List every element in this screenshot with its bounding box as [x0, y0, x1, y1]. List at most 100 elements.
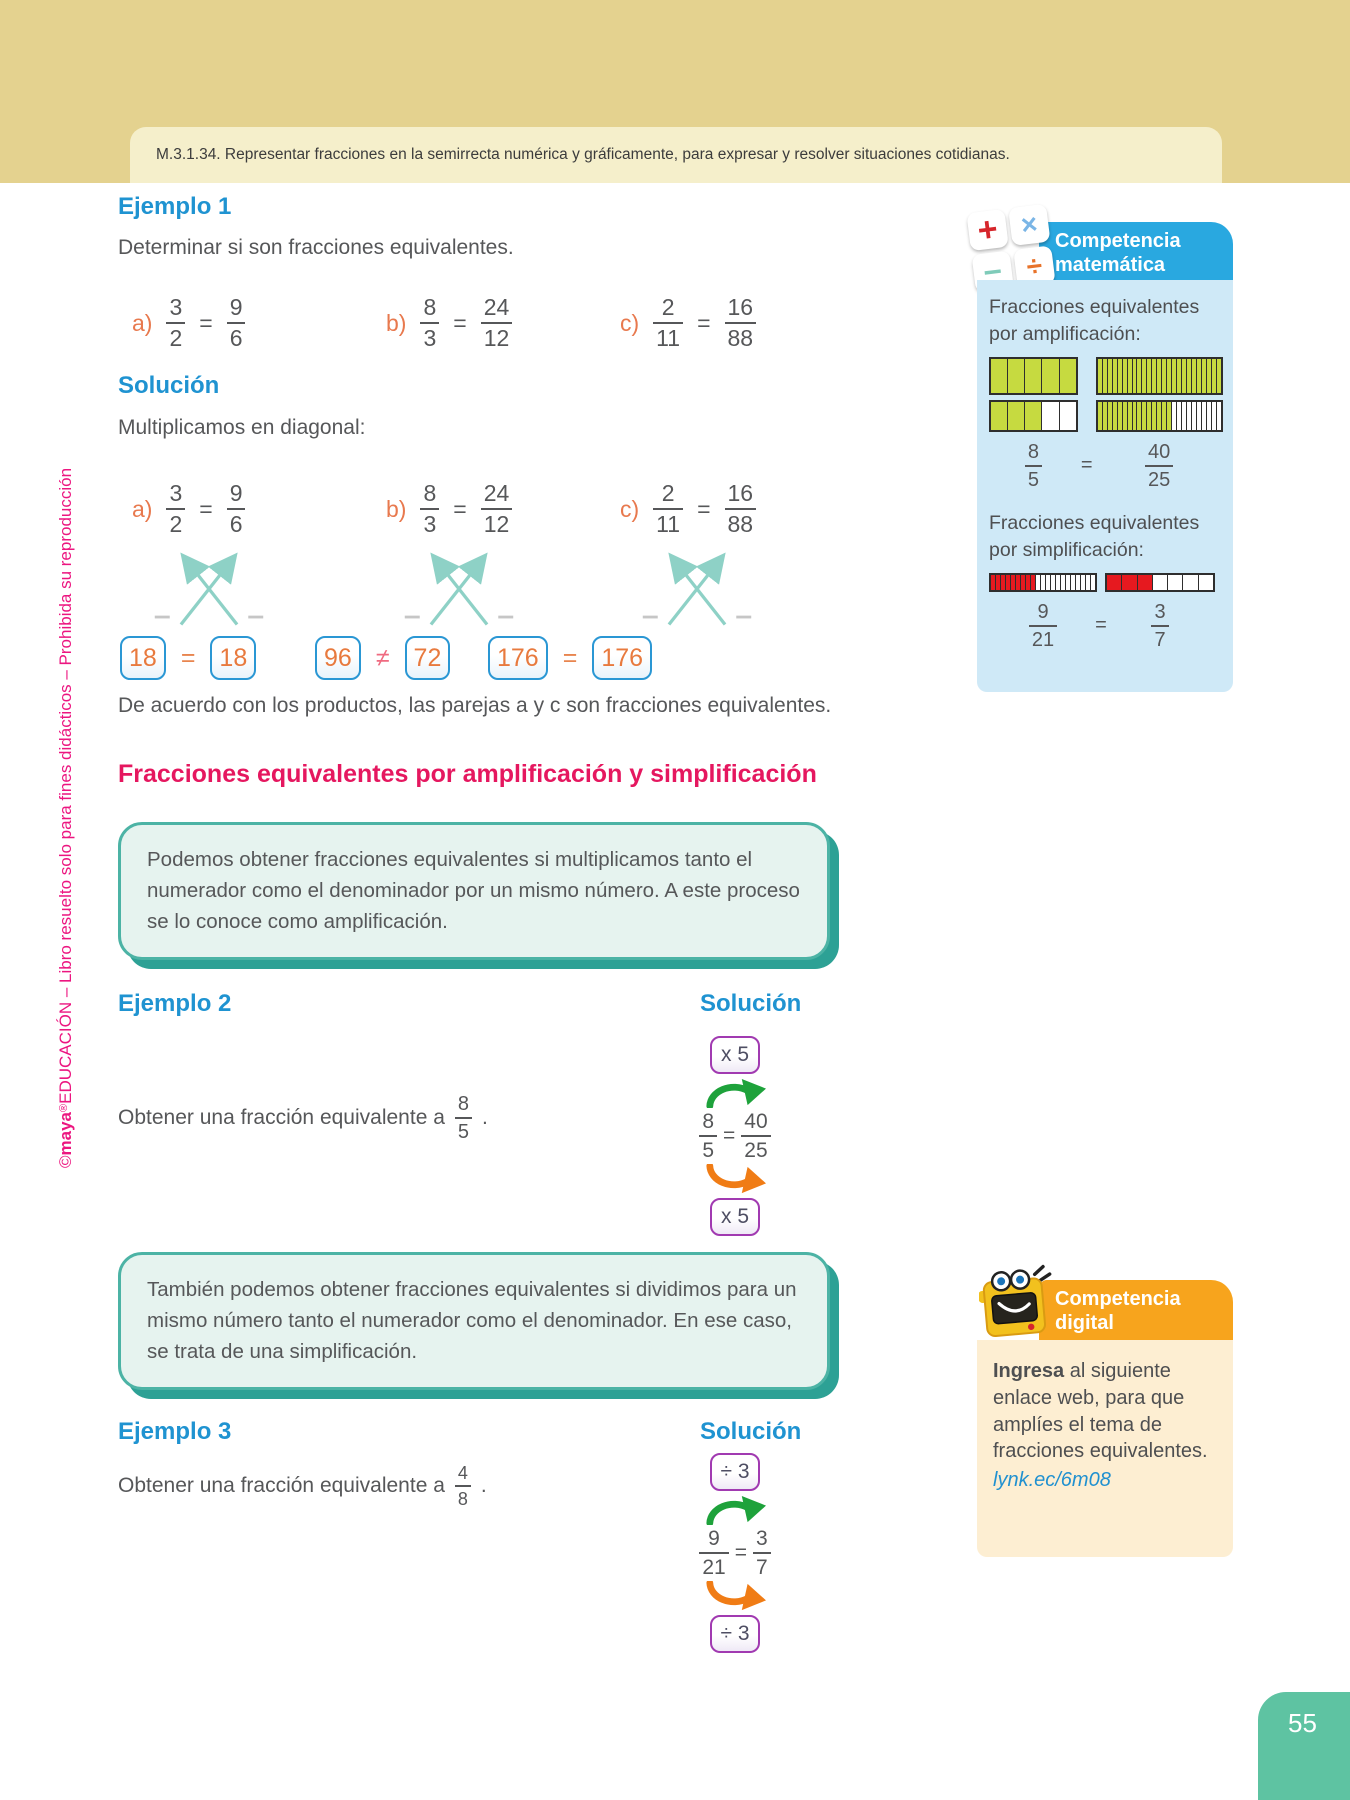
fraction-bar-diagram	[1105, 572, 1215, 592]
period: .	[480, 1474, 487, 1497]
curriculum-standard-strip: M.3.1.34. Representar fracciones en la s…	[130, 127, 1222, 183]
lead-text: al siguiente enlace web, para que amplíe…	[993, 1360, 1208, 1463]
example3-solution-title: Solución	[700, 1418, 802, 1445]
fraction-bar	[741, 1135, 771, 1137]
fraction: 40 25	[1145, 442, 1174, 490]
fraction-bar	[226, 508, 246, 510]
competencia-digital-body: Ingresa al siguiente enlace web, para qu…	[977, 1340, 1233, 1557]
fraction: 9 21	[699, 1528, 729, 1578]
fraction-bar	[420, 508, 440, 510]
item-label: c)	[620, 309, 640, 336]
item-label: b)	[386, 495, 407, 522]
green-arrow-icon	[706, 1495, 766, 1525]
competencia-digital-header: Competencia digital	[1039, 1280, 1233, 1340]
fraction: 2 11	[653, 482, 684, 536]
fraction-bar	[699, 1135, 718, 1137]
fraction-bars-row	[989, 399, 1223, 432]
fraction: 16 88	[724, 482, 757, 536]
fraction-bar	[653, 508, 684, 510]
fraction-bar	[480, 322, 513, 324]
equals-sign: =	[723, 1124, 736, 1147]
brand-name: maya	[56, 1111, 75, 1156]
copyright-symbol: ©	[56, 1155, 75, 1168]
competencia-matematica-header: Competencia matemática	[1039, 222, 1233, 280]
curriculum-standard-text: M.3.1.34. Representar fracciones en la s…	[156, 146, 1010, 163]
fraction-bar	[752, 1552, 771, 1554]
example1-title: Ejemplo 1	[118, 193, 232, 220]
equals-sign: =	[199, 495, 213, 522]
fraction: 24 12	[480, 482, 513, 536]
solution-title: Solución	[118, 372, 220, 399]
operation-box: ÷ 3	[710, 1615, 760, 1653]
robot-icon	[979, 1264, 1052, 1338]
fraction-bar	[454, 1485, 471, 1487]
equals-sign: =	[1095, 614, 1107, 637]
fraction-bar	[166, 322, 186, 324]
equals-sign: =	[453, 495, 467, 522]
example1-conclusion: De acuerdo con los productos, las pareja…	[118, 694, 832, 717]
fraction-bars-row	[989, 572, 1223, 592]
example3-title: Ejemplo 3	[118, 1418, 232, 1445]
rule-box-simplification: También podemos obtener fracciones equiv…	[118, 1252, 830, 1391]
fraction-bar	[166, 508, 186, 510]
product-box: 18	[210, 636, 257, 680]
times-icon: ×	[1008, 203, 1051, 247]
fraction: 9 21	[1028, 602, 1058, 650]
fraction-bar-diagram	[1095, 356, 1223, 395]
fraction-bar-diagram	[989, 572, 1097, 592]
web-link[interactable]: lynk.ec/6m08	[993, 1469, 1111, 1492]
products-b: 96 ≠ 72	[315, 636, 451, 680]
orange-arrow-icon	[706, 1164, 766, 1194]
green-arrow-icon	[706, 1078, 766, 1108]
relation-sign: =	[562, 643, 578, 672]
solution-intro: Multiplicamos en diagonal:	[118, 416, 366, 439]
competencia-digital-box: Competencia digital Ingresa al siguiente…	[977, 1264, 1233, 1557]
fraction-bar	[480, 508, 513, 510]
amplification-label: Fracciones equivalentes por amplificació…	[989, 296, 1200, 345]
fraction-bar	[653, 322, 684, 324]
fraction-bar-diagram	[1095, 399, 1223, 432]
product-box: 18	[120, 636, 166, 680]
item-label: a)	[132, 309, 153, 336]
example2-solution-title: Solución	[700, 990, 802, 1017]
fraction-bar-diagram	[989, 356, 1078, 395]
registered-symbol: ®	[58, 1103, 70, 1112]
fraction-bar-diagram	[989, 399, 1078, 432]
section-heading: Fracciones equivalentes por amplificació…	[118, 760, 817, 788]
operation-box: x 5	[710, 1036, 760, 1074]
equals-sign: =	[734, 1541, 747, 1564]
fraction-bar	[724, 322, 757, 324]
operation-box: ÷ 3	[710, 1453, 760, 1491]
fraction: 16 88	[724, 296, 757, 350]
prompt-text: Obtener una fracción equivalente a	[118, 1474, 445, 1497]
equals-sign: =	[1080, 454, 1093, 477]
relation-sign: ≠	[375, 643, 390, 672]
item-label: c)	[620, 495, 640, 522]
fraction-bar	[699, 1552, 729, 1554]
period: .	[482, 1106, 488, 1129]
page-number-tab: 55	[1258, 1692, 1350, 1800]
simplification-label: Fracciones equivalentes por simplificaci…	[989, 511, 1200, 561]
products-a: 18 = 18	[120, 636, 257, 680]
product-box: 176	[592, 636, 653, 680]
rule-box-amplification: Podemos obtener fracciones equivalentes …	[118, 822, 830, 961]
